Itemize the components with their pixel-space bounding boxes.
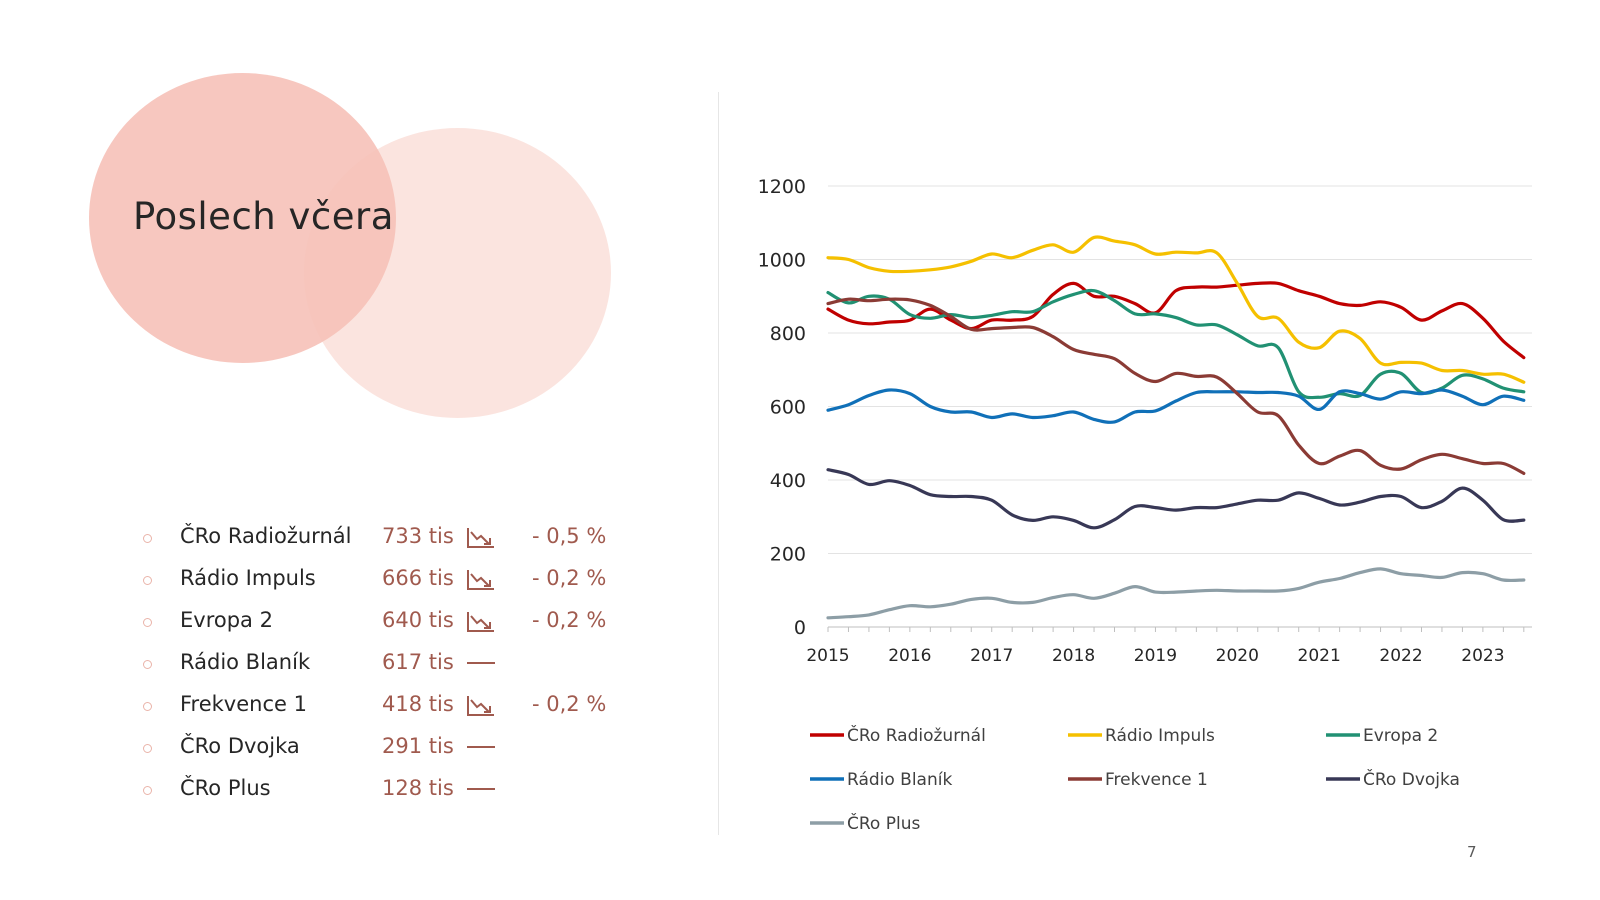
station-change: - 0,5 % <box>532 524 607 548</box>
bullet-icon <box>143 534 152 543</box>
vertical-divider <box>718 92 719 835</box>
x-tick-label: 2021 <box>1298 646 1341 666</box>
x-tick-label: 2023 <box>1461 646 1504 666</box>
station-value: 617 tis <box>382 650 454 674</box>
station-name: Rádio Impuls <box>180 566 316 590</box>
x-tick-label: 2019 <box>1134 646 1177 666</box>
station-row: ČRo Dvojka 291 tis <box>140 726 620 768</box>
y-tick-label: 0 <box>794 617 806 639</box>
x-tick-label: 2020 <box>1216 646 1259 666</box>
page-title: Poslech včera <box>133 195 394 238</box>
series-line <box>826 281 1526 360</box>
bullet-icon <box>143 576 152 585</box>
trend-down-icon <box>467 696 494 716</box>
x-tick-label: 2016 <box>888 646 931 666</box>
page-number: 7 <box>1467 843 1477 861</box>
station-row: Rádio Blaník 617 tis <box>140 642 620 684</box>
decorative-circle-left <box>89 73 396 363</box>
trend-flat-icon <box>467 662 495 664</box>
legend-label: ČRo Plus <box>847 812 920 834</box>
station-row: ČRo Radiožurnál 733 tis - 0,5 % <box>140 516 620 558</box>
station-value: 291 tis <box>382 734 454 758</box>
station-name: Evropa 2 <box>180 608 273 632</box>
decorative-circle-right <box>304 128 611 418</box>
station-change: - 0,2 % <box>532 608 607 632</box>
series-line <box>826 288 1526 400</box>
station-value: 733 tis <box>382 524 454 548</box>
station-name: Frekvence 1 <box>180 692 307 716</box>
x-tick-label: 2022 <box>1379 646 1422 666</box>
station-value: 640 tis <box>382 608 454 632</box>
station-row: ČRo Plus 128 tis <box>140 768 620 810</box>
station-row: Frekvence 1 418 tis - 0,2 % <box>140 684 620 726</box>
y-tick-label: 800 <box>770 323 806 345</box>
y-tick-label: 200 <box>770 544 806 566</box>
trend-flat-icon <box>467 746 495 748</box>
station-name: ČRo Plus <box>180 776 271 800</box>
station-row: Evropa 2 640 tis - 0,2 % <box>140 600 620 642</box>
bullet-icon <box>143 660 152 669</box>
legend-label: Rádio Blaník <box>847 770 952 790</box>
station-change: - 0,2 % <box>532 692 607 716</box>
trend-down-icon <box>467 612 494 632</box>
trend-down-icon <box>467 570 494 590</box>
bullet-icon <box>143 702 152 711</box>
station-name: ČRo Radiožurnál <box>180 524 352 548</box>
series-line <box>826 388 1526 424</box>
y-tick-label: 1000 <box>758 250 806 272</box>
series-line <box>826 297 1526 475</box>
legend-label: ČRo Radiožurnál <box>847 724 986 746</box>
legend-label: Rádio Impuls <box>1105 726 1215 746</box>
bullet-icon <box>143 618 152 627</box>
legend-label: ČRo Dvojka <box>1363 768 1460 790</box>
x-tick-label: 2018 <box>1052 646 1095 666</box>
bullet-icon <box>143 786 152 795</box>
station-change: - 0,2 % <box>532 566 607 590</box>
stations-list: ČRo Radiožurnál 733 tis - 0,5 % Rádio Impul… <box>140 516 620 810</box>
legend-label: Frekvence 1 <box>1105 770 1208 790</box>
y-tick-label: 600 <box>770 397 806 419</box>
y-tick-label: 1200 <box>758 176 806 198</box>
bullet-icon <box>143 744 152 753</box>
series-line <box>826 567 1526 620</box>
station-value: 666 tis <box>382 566 454 590</box>
station-name: Rádio Blaník <box>180 650 311 674</box>
y-tick-label: 400 <box>770 470 806 492</box>
station-value: 418 tis <box>382 692 454 716</box>
trend-down-icon <box>467 528 494 548</box>
trend-flat-icon <box>467 788 495 790</box>
x-tick-label: 2017 <box>970 646 1013 666</box>
series-line <box>826 468 1526 530</box>
x-tick-label: 2015 <box>806 646 849 666</box>
station-value: 128 tis <box>382 776 454 800</box>
station-name: ČRo Dvojka <box>180 734 300 758</box>
series-line <box>826 235 1526 384</box>
legend-label: Evropa 2 <box>1363 726 1438 746</box>
station-row: Rádio Impuls 666 tis - 0,2 % <box>140 558 620 600</box>
